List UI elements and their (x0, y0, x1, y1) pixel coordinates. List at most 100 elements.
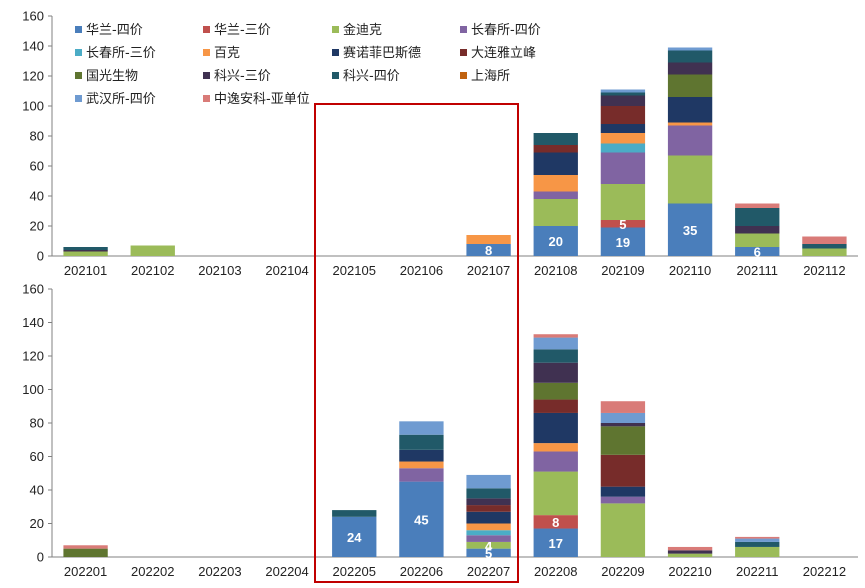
bar-segment (735, 226, 780, 234)
bar-segment (466, 548, 511, 557)
highlight-box (314, 103, 519, 583)
bar-segment (399, 434, 444, 450)
bar-segment (466, 511, 511, 524)
bar-segment (399, 468, 444, 482)
bar-segment (735, 208, 780, 226)
bar-segment (802, 244, 847, 249)
bar-segment (600, 412, 646, 423)
data-label: 35 (683, 223, 697, 238)
bar-segment (735, 541, 780, 547)
bar-segment (533, 362, 578, 383)
chart-panel-1: 0 20 40 60 80 100 120 140 160 202101 202102 202103 2… (22, 9, 858, 278)
bar-segment (735, 203, 780, 208)
x-tick-label: 202212 (803, 564, 846, 579)
x-tick-label: 202102 (131, 263, 174, 278)
bar-segment (600, 503, 646, 557)
bar-segment (466, 474, 511, 489)
bar-segment (533, 152, 578, 175)
legend-swatch (203, 72, 210, 79)
bar-segment (600, 152, 646, 184)
legend-swatch (75, 49, 82, 56)
data-label: 8 (552, 515, 559, 530)
legend-swatch (75, 95, 82, 102)
legend-label: 上海所 (471, 69, 510, 84)
bar-segment (667, 203, 713, 256)
bar-segment (466, 541, 511, 549)
legend-swatch (203, 49, 210, 56)
bar-segment (63, 247, 108, 250)
bar-segment (466, 244, 511, 256)
bar-segment (667, 62, 713, 75)
bar-segment (600, 454, 646, 487)
bar-segment (667, 550, 713, 554)
y-tick-label: 160 (22, 282, 44, 297)
bar-segment (399, 449, 444, 462)
x-tick-label: 202112 (803, 263, 845, 278)
data-label: 8 (485, 243, 492, 258)
y-tick-label: 80 (30, 129, 44, 144)
bar-segment (533, 145, 578, 153)
bar-segment (332, 516, 377, 557)
x-tick-label: 202101 (64, 263, 107, 278)
legend-label: 金迪克 (343, 22, 382, 38)
bar-segment (600, 92, 646, 96)
data-label: 20 (549, 234, 563, 249)
bar-segment (600, 89, 646, 93)
bar-segment (667, 122, 713, 126)
data-label: 6 (754, 245, 761, 260)
bar-segment (466, 498, 511, 506)
bar-segment (399, 421, 444, 435)
y-tick-label: 60 (30, 159, 44, 174)
bar-segment (332, 510, 377, 517)
bar-segment (466, 530, 511, 536)
bar-segment (399, 461, 444, 469)
bar-segment (667, 546, 713, 551)
y-tick-label: 80 (30, 416, 44, 431)
bar-segment (600, 227, 646, 256)
bar-segment (667, 125, 713, 156)
legend-label: 百克 (214, 46, 240, 61)
x-tick-label: 202111 (737, 263, 778, 278)
bar-segment (667, 50, 713, 63)
y-tick-label: 100 (22, 382, 44, 397)
x-tick-label: 202202 (131, 564, 174, 579)
y-tick-label: 40 (30, 189, 44, 204)
bar-segment (533, 191, 578, 199)
bar-segment (466, 505, 511, 512)
y-tick-label: 60 (30, 449, 44, 464)
bar-segment (533, 133, 578, 145)
y-tick-label: 140 (22, 315, 44, 330)
bar-segment (63, 251, 108, 256)
x-tick-label: 202110 (669, 263, 711, 278)
x-tick-label: 202104 (265, 263, 308, 278)
x-tick-label: 202105 (333, 263, 376, 278)
y-tick-label: 20 (30, 516, 44, 531)
bar-segment (667, 155, 713, 204)
bar-segment (533, 451, 578, 472)
bar-segment (466, 523, 511, 531)
bar-segment (63, 548, 108, 557)
legend-label: 长春所-四价 (471, 23, 541, 38)
bar-segment (600, 106, 646, 124)
bar-segment (600, 496, 646, 504)
legend-label: 中逸安科-亚单位 (214, 92, 310, 107)
legend-label: 赛诺菲巴斯德 (343, 45, 421, 61)
bar-segment (533, 471, 578, 516)
bar-segment (466, 488, 511, 499)
bar-segment (466, 535, 511, 542)
y-tick-label: 0 (37, 550, 44, 565)
legend-swatch (203, 95, 210, 102)
y-tick-label: 100 (22, 99, 44, 114)
bar-segment (466, 235, 511, 244)
bar-segment (600, 95, 646, 106)
bar-segment (63, 545, 108, 549)
x-tick-label: 202210 (668, 564, 711, 579)
bar-segment (600, 184, 646, 220)
bar-segment (667, 97, 713, 123)
bar-segment (667, 74, 713, 97)
bar-segment (533, 175, 578, 192)
bar-segment (399, 481, 444, 557)
